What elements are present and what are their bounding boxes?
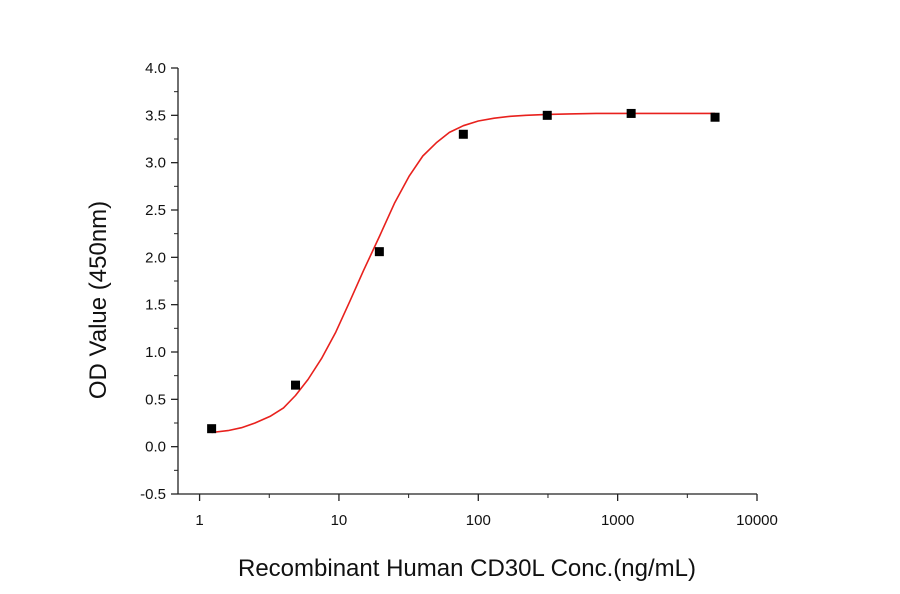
data-point — [626, 108, 636, 118]
data-point — [374, 247, 384, 257]
y-tick-label: 0.0 — [145, 439, 166, 456]
y-tick-label: 1.0 — [145, 344, 166, 361]
x-tick-label: 1 — [195, 512, 203, 529]
x-tick-label: 1000 — [601, 512, 634, 529]
x-tick-label: 10 — [331, 512, 348, 529]
x-axis-title: Recombinant Human CD30L Conc.(ng/mL) — [238, 555, 696, 582]
data-point — [542, 110, 552, 120]
y-tick-label: 0.5 — [145, 391, 166, 408]
fit-curve-line — [211, 112, 716, 434]
x-tick-label: 10000 — [736, 512, 778, 529]
data-point — [207, 424, 217, 434]
data-points-layer — [207, 108, 720, 434]
x-tick-label: 100 — [466, 512, 491, 529]
data-point — [710, 112, 720, 122]
y-tick-label: 2.0 — [145, 249, 166, 266]
y-tick-label: 3.0 — [145, 155, 166, 172]
data-point — [458, 129, 468, 139]
y-tick-label: 3.5 — [145, 107, 166, 124]
y-tick-label: 1.5 — [145, 297, 166, 314]
axes: -0.5 0.0 0.5 1.0 1.5 2.0 2.5 3.0 3.5 4.0 1 10 100 100… — [140, 60, 778, 529]
y-tick-label: -0.5 — [140, 486, 166, 503]
y-tick-label: 2.5 — [145, 202, 166, 219]
y-axis-title: OD Value (450nm) — [85, 201, 112, 399]
y-tick-label: 4.0 — [145, 60, 166, 77]
data-point — [291, 380, 301, 390]
fit-curve-layer — [211, 112, 716, 434]
